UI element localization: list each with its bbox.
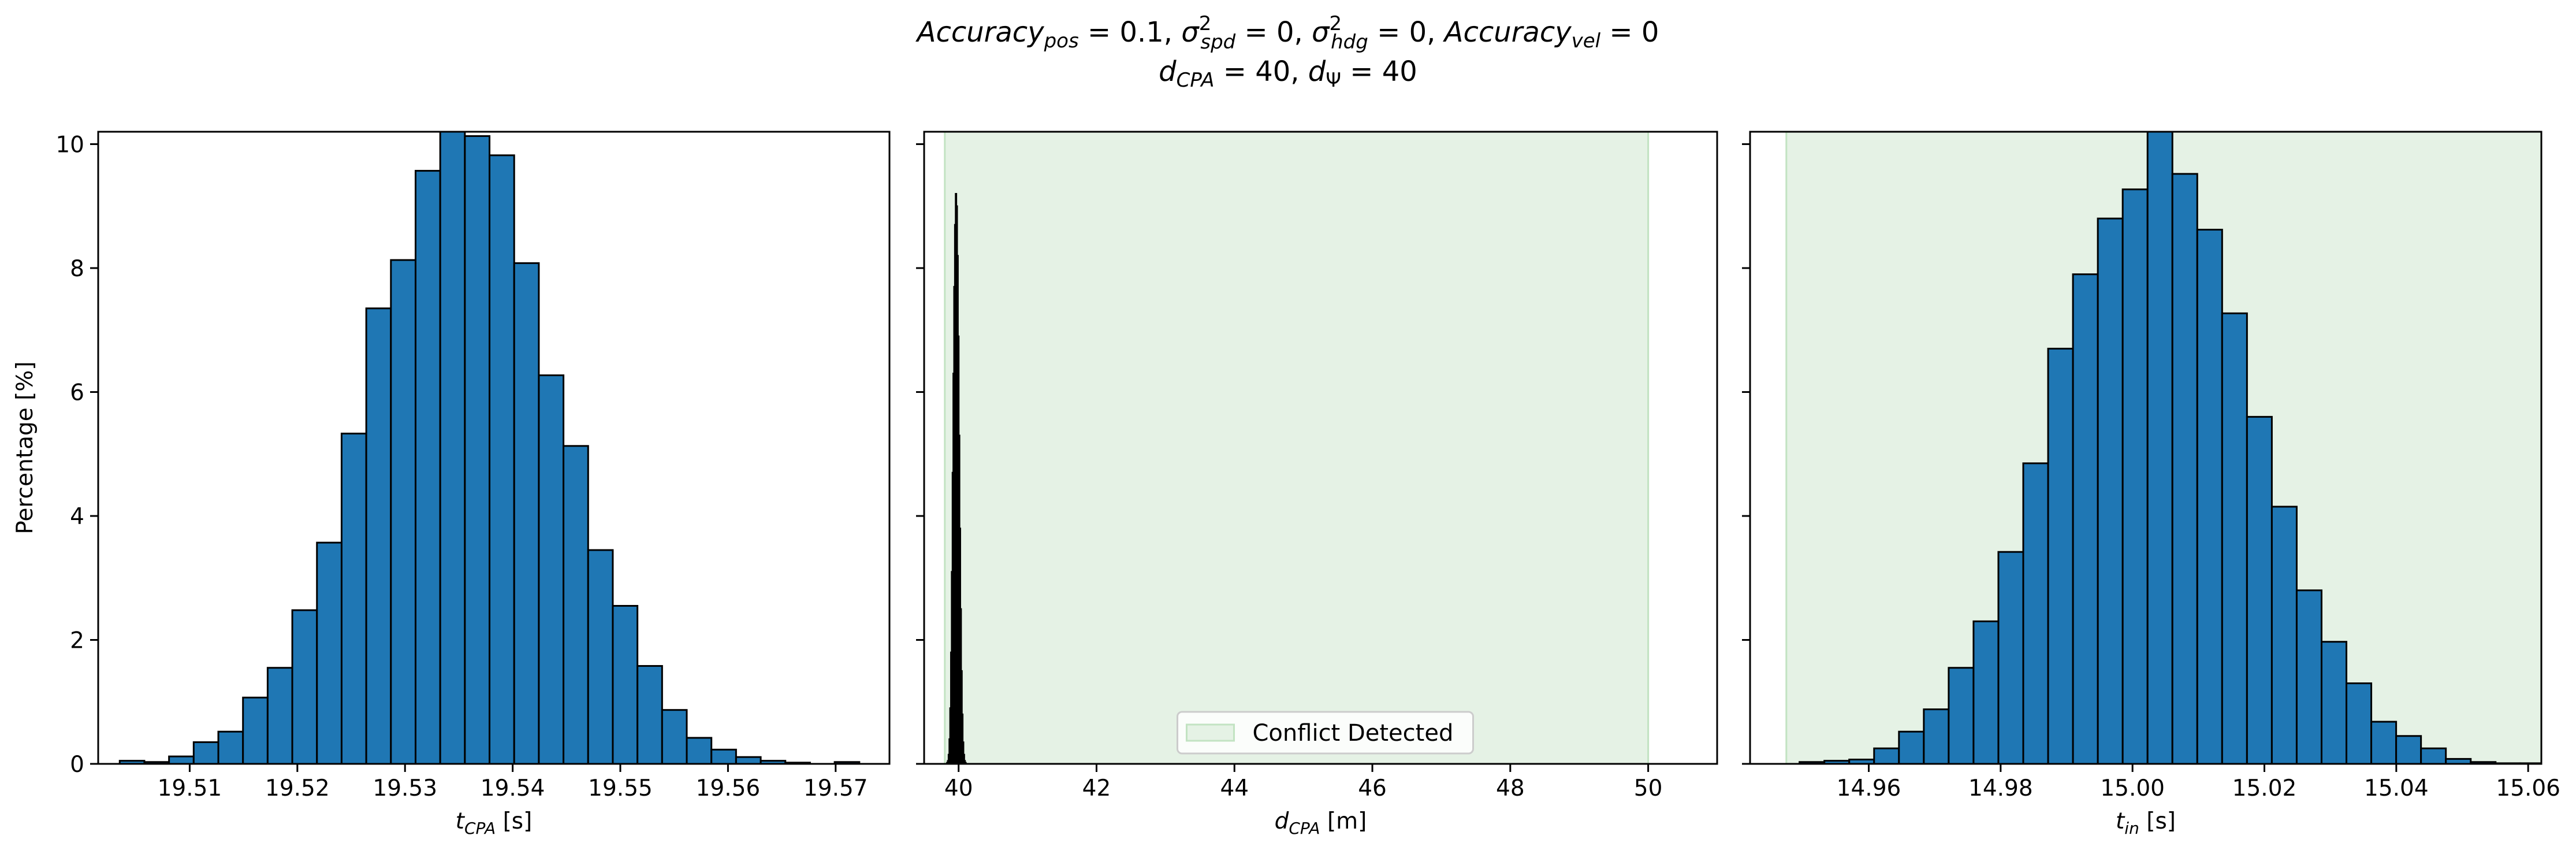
histogram-bar xyxy=(2196,228,2223,764)
histogram-bar xyxy=(513,262,540,764)
panels: 19.51 19.52 19.53 19.54 19.55 19.56 19.5702468… xyxy=(12,131,2560,838)
histogram-bar xyxy=(636,665,663,764)
histogram-bar xyxy=(1972,620,2000,764)
x-tick-label: 19.55 xyxy=(588,775,653,801)
histogram-bar xyxy=(242,696,269,764)
y-tick-label: 4 xyxy=(70,504,84,530)
axes-frame xyxy=(923,131,1718,765)
axes-frame xyxy=(97,131,891,765)
histogram-bar xyxy=(1923,708,1950,764)
histogram-bar xyxy=(2097,217,2124,764)
x-tick-label: 14.98 xyxy=(1968,775,2033,801)
histogram-bar xyxy=(661,709,688,764)
histogram-bar xyxy=(735,756,762,764)
histogram-bar xyxy=(710,748,737,764)
histogram-bar xyxy=(2146,132,2173,764)
histogram-bar xyxy=(563,445,589,764)
plot-area xyxy=(118,132,861,764)
x-tick-label: 19.52 xyxy=(265,775,330,801)
histogram-bar xyxy=(587,549,614,764)
histogram-bar xyxy=(217,730,244,764)
plot-area xyxy=(1785,132,2541,764)
histogram-bar xyxy=(266,667,293,764)
histogram-bar xyxy=(686,737,713,764)
x-tick-label: 15.06 xyxy=(2496,775,2560,801)
histogram-bar xyxy=(168,755,195,764)
x-axis-label: dCPA [m] xyxy=(1275,808,1367,838)
histogram-bar xyxy=(439,132,466,764)
histogram-bar xyxy=(2171,173,2198,764)
legend-label: Conflict Detected xyxy=(1253,720,1454,747)
histogram-bar xyxy=(1898,730,1925,764)
histogram-bar xyxy=(2295,589,2322,764)
y-tick-label: 0 xyxy=(70,752,84,778)
x-tick-label: 50 xyxy=(1634,775,1663,801)
x-tick-label: 19.56 xyxy=(696,775,761,801)
y-tick-label: 10 xyxy=(55,132,84,158)
legend-box xyxy=(1177,711,1474,755)
x-tick-label: 46 xyxy=(1358,775,1387,801)
y-tick-label: 2 xyxy=(70,627,84,654)
histogram-bar xyxy=(192,741,219,764)
histogram-bar xyxy=(2320,641,2348,764)
histogram-bar xyxy=(2022,462,2049,764)
x-tick-label: 15.00 xyxy=(2100,775,2165,801)
y-tick-label: 8 xyxy=(70,256,84,282)
title-line-2: dCPA = 40, dΨ = 40 xyxy=(1159,55,1417,92)
axes-frame xyxy=(1749,131,2543,765)
histogram-bar xyxy=(2270,506,2298,764)
histogram-bar xyxy=(414,170,441,764)
x-tick-label: 19.51 xyxy=(158,775,222,801)
x-tick-label: 19.57 xyxy=(803,775,868,801)
legend-swatch xyxy=(1186,723,1235,742)
panel-2: 40 42 44 46 48 50 dCPA [m] Conflict Detected xyxy=(916,131,1718,838)
y-tick-label: 6 xyxy=(70,380,84,406)
histogram-bar xyxy=(2420,747,2447,764)
histogram-bar xyxy=(1873,747,1900,764)
x-tick-label: 42 xyxy=(1082,775,1111,801)
histogram-bar xyxy=(2246,415,2273,764)
histogram-bar xyxy=(2121,188,2149,764)
histogram-bar xyxy=(2346,682,2373,764)
histogram-bar xyxy=(390,259,416,764)
x-tick-label: 14.96 xyxy=(1837,775,1901,801)
panel-3: 14.96 14.98 15.00 15.02 15.04 15.06 tin [s] xyxy=(1742,131,2560,838)
title-line-1: Accuracypos = 0.1, σ2 spd = 0, σ2 hdg = 0,… xyxy=(915,12,1659,54)
conflict-region xyxy=(944,132,1650,764)
histogram-bar xyxy=(2221,312,2248,764)
x-tick-label: 40 xyxy=(944,775,973,801)
x-tick-label: 48 xyxy=(1496,775,1525,801)
histogram-bar xyxy=(365,307,392,764)
histogram-bar xyxy=(2370,721,2398,764)
histogram-bar xyxy=(1948,667,1975,764)
histogram-bar xyxy=(340,432,367,764)
x-tick-label: 15.04 xyxy=(2364,775,2429,801)
x-tick-label: 44 xyxy=(1220,775,1249,801)
plot-area xyxy=(944,132,1650,764)
x-axis-label: tin [s] xyxy=(2116,808,2176,838)
figure-title: Accuracypos = 0.1, σ2 spd = 0, σ2 hdg = 0,… xyxy=(915,12,1659,92)
histogram-bar xyxy=(2047,347,2074,764)
x-tick-label: 19.53 xyxy=(373,775,437,801)
histogram-bar xyxy=(2072,273,2099,764)
histogram-bar xyxy=(538,374,565,764)
histogram-bar xyxy=(316,541,343,764)
panel-1: 19.51 19.52 19.53 19.54 19.55 19.56 19.57 0 2 4 6 8… xyxy=(12,131,891,838)
histogram-bar xyxy=(291,609,318,764)
histogram-bar xyxy=(2395,735,2422,764)
y-axis-label: Percentage [%] xyxy=(12,361,38,534)
x-tick-label: 19.54 xyxy=(481,775,545,801)
legend: Conflict Detected xyxy=(1177,711,1474,755)
histogram-bar xyxy=(489,154,515,764)
histogram-bar xyxy=(612,605,639,764)
histogram-bar xyxy=(1997,551,2024,764)
histogram-bar xyxy=(464,135,491,764)
x-axis-label: tCPA [s] xyxy=(456,808,533,838)
x-tick-label: 15.02 xyxy=(2232,775,2297,801)
